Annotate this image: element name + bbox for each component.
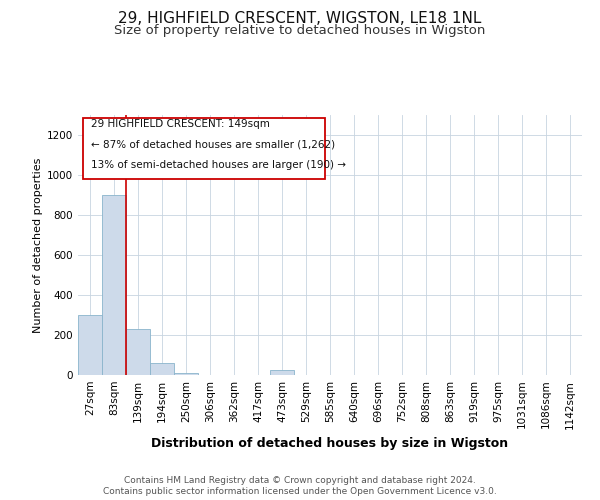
Bar: [126, 329, 150, 375]
Bar: [174, 373, 198, 375]
X-axis label: Distribution of detached houses by size in Wigston: Distribution of detached houses by size …: [151, 437, 509, 450]
Text: Contains public sector information licensed under the Open Government Licence v3: Contains public sector information licen…: [103, 488, 497, 496]
Text: Size of property relative to detached houses in Wigston: Size of property relative to detached ho…: [115, 24, 485, 37]
Text: Contains HM Land Registry data © Crown copyright and database right 2024.: Contains HM Land Registry data © Crown c…: [124, 476, 476, 485]
Bar: [270, 370, 294, 375]
Bar: [102, 195, 126, 375]
Bar: [150, 363, 174, 375]
Text: ← 87% of detached houses are smaller (1,262): ← 87% of detached houses are smaller (1,…: [91, 140, 335, 149]
FancyBboxPatch shape: [83, 118, 325, 178]
Text: 29 HIGHFIELD CRESCENT: 149sqm: 29 HIGHFIELD CRESCENT: 149sqm: [91, 119, 269, 129]
Y-axis label: Number of detached properties: Number of detached properties: [33, 158, 43, 332]
Bar: [78, 315, 102, 375]
Text: 29, HIGHFIELD CRESCENT, WIGSTON, LE18 1NL: 29, HIGHFIELD CRESCENT, WIGSTON, LE18 1N…: [118, 11, 482, 26]
Text: 13% of semi-detached houses are larger (190) →: 13% of semi-detached houses are larger (…: [91, 160, 346, 170]
